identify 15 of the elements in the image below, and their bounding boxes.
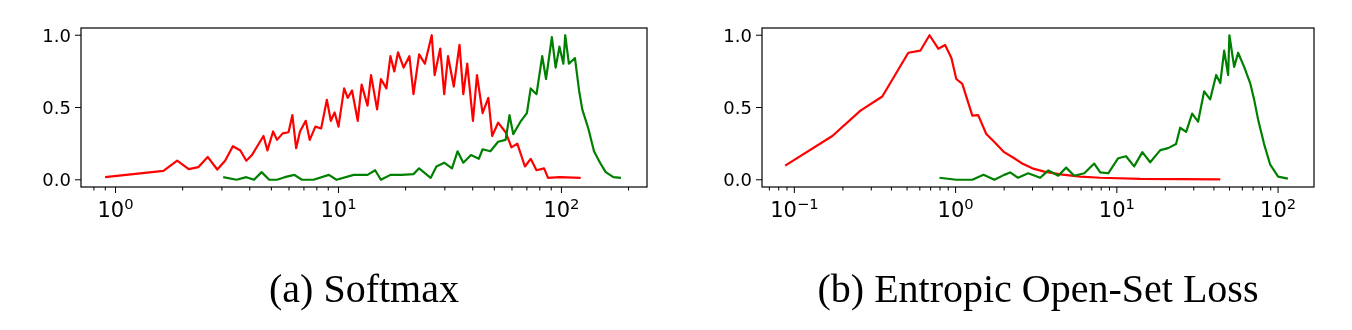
y-tick-label: 1.0 [723,24,752,46]
x-tick-label: 10$^{1}$ [320,194,357,222]
x-tick-label: 10$^{−1}$ [770,194,819,222]
y-tick-label: 1.0 [42,24,71,46]
x-tick-label: 10$^{0}$ [937,194,974,222]
x-axis-title: (b) Entropic Open-Set Loss [817,266,1259,311]
y-tick-label: 0.0 [42,169,71,191]
y-tick-label: 0.5 [42,96,71,118]
x-axis-title: (a) Softmax [269,266,459,311]
x-tick-label: 10$^{2}$ [543,194,580,222]
y-tick-label: 0.0 [723,169,752,191]
y-tick-label: 0.5 [723,96,752,118]
x-tick-label: 10$^{1}$ [1098,194,1135,222]
x-tick-label: 10$^{2}$ [1260,194,1297,222]
x-tick-label: 10$^{0}$ [97,194,134,222]
